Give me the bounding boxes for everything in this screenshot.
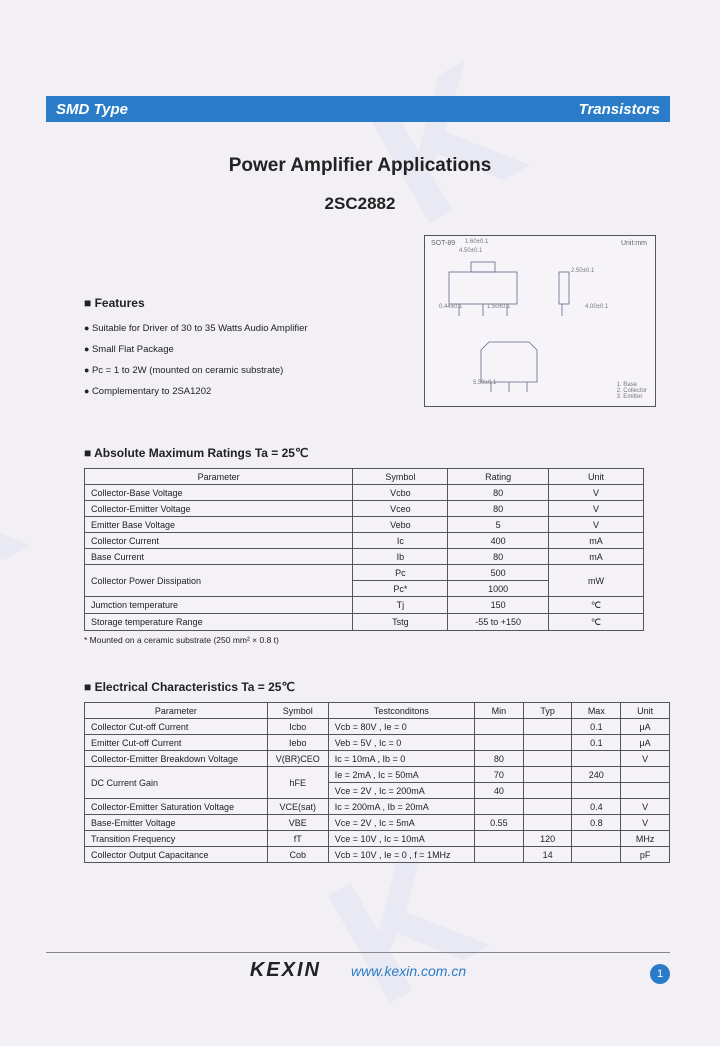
ratings-footnote: * Mounted on a ceramic substrate (250 mm… — [84, 635, 644, 645]
package-unit: Unit:mm — [621, 240, 647, 247]
table-row: Emitter Cut-off CurrentIeboVeb = 5V , Ic… — [85, 735, 670, 751]
table-row: Jumction temperatureTj150℃ — [85, 597, 644, 614]
footer: KEXIN www.kexin.com.cn 1 — [46, 952, 670, 982]
dim: 4.50±0.1 — [459, 248, 482, 254]
ratings-block: Absolute Maximum Ratings Ta = 25℃ Parame… — [84, 446, 644, 645]
table-row: Collector Power Dissipation Pc 500 mW — [85, 565, 644, 581]
dim: 2.50±0.1 — [571, 268, 594, 274]
hfe-symbol: hFE — [267, 767, 328, 799]
table-row: Storage temperature RangeTstg-55 to +150… — [85, 614, 644, 631]
table-row: Base-Emitter VoltageVBEVce = 2V , Ic = 5… — [85, 815, 670, 831]
feature-item: Pc = 1 to 2W (mounted on ceramic substra… — [84, 360, 384, 381]
table-row: Collector CurrentIc400mA — [85, 533, 644, 549]
table-row: Emitter Base VoltageVebo5V — [85, 517, 644, 533]
pd-unit: mW — [548, 565, 643, 597]
elec-heading: Electrical Characteristics Ta = 25℃ — [84, 680, 670, 694]
package-name: SOT-89 — [431, 240, 455, 247]
package-drawing: SOT-89 Unit:mm 4.50±0.1 1.60±0.1 2.50±0.… — [424, 235, 656, 407]
ratings-table: Parameter Symbol Rating Unit Collector-B… — [84, 468, 644, 631]
header-bar: SMD Type Transistors — [46, 96, 670, 122]
table-row: Transition FrequencyfTVce = 10V , Ic = 1… — [85, 831, 670, 847]
dim: 1.50±0.1 — [487, 304, 510, 310]
col-symbol: Symbol — [353, 469, 448, 485]
table-row: Collector Output CapacitanceCobVcb = 10V… — [85, 847, 670, 863]
table-row: Collector Cut-off CurrentIcboVcb = 80V ,… — [85, 719, 670, 735]
feature-item: Small Flat Package — [84, 339, 384, 360]
elec-block: Electrical Characteristics Ta = 25℃ Para… — [84, 680, 670, 863]
col-unit: Unit — [548, 469, 643, 485]
elec-header-row: Parameter Symbol Testconditons Min Typ M… — [85, 703, 670, 719]
dim: 4.00±0.1 — [585, 304, 608, 310]
watermark: K — [0, 401, 53, 645]
table-row: DC Current Gain hFE Ie = 2mA , Ic = 50mA… — [85, 767, 670, 783]
elec-table: Parameter Symbol Testconditons Min Typ M… — [84, 702, 670, 863]
logo: KEXIN — [250, 959, 321, 982]
table-row: Collector-Emitter Breakdown VoltageV(BR)… — [85, 751, 670, 767]
ratings-header-row: Parameter Symbol Rating Unit — [85, 469, 644, 485]
feature-item: Complementary to 2SA1202 — [84, 381, 384, 402]
page-number: 1 — [650, 964, 670, 984]
pin-legend: 1. Base 2. Collector 3. Emitter — [617, 382, 647, 400]
pd-label: Collector Power Dissipation — [85, 565, 353, 597]
hfe-label: DC Current Gain — [85, 767, 268, 799]
feature-item: Suitable for Driver of 30 to 35 Watts Au… — [84, 318, 384, 339]
watermark: K — [337, 21, 553, 265]
title-application: Power Amplifier Applications — [0, 155, 720, 177]
header-right: Transistors — [579, 101, 660, 118]
table-row: Base CurrentIb80mA — [85, 549, 644, 565]
package-svg — [439, 254, 639, 399]
table-row: Collector-Emitter Saturation VoltageVCE(… — [85, 799, 670, 815]
ratings-heading: Absolute Maximum Ratings Ta = 25℃ — [84, 446, 644, 460]
features-list: Suitable for Driver of 30 to 35 Watts Au… — [84, 318, 384, 402]
features-block: Features Suitable for Driver of 30 to 35… — [84, 296, 384, 402]
header-left: SMD Type — [56, 101, 128, 118]
table-row: Collector-Emitter VoltageVceo80V — [85, 501, 644, 517]
title-partno: 2SC2882 — [0, 194, 720, 214]
table-row: Collector-Base VoltageVcbo80V — [85, 485, 644, 501]
url: www.kexin.com.cn — [351, 963, 466, 979]
col-rating: Rating — [448, 469, 549, 485]
dim: 1.60±0.1 — [465, 239, 488, 245]
dim: 0.44±0.1 — [439, 304, 462, 310]
col-param: Parameter — [85, 469, 353, 485]
dim: 5.50±0.1 — [473, 380, 496, 386]
features-heading: Features — [84, 296, 384, 310]
